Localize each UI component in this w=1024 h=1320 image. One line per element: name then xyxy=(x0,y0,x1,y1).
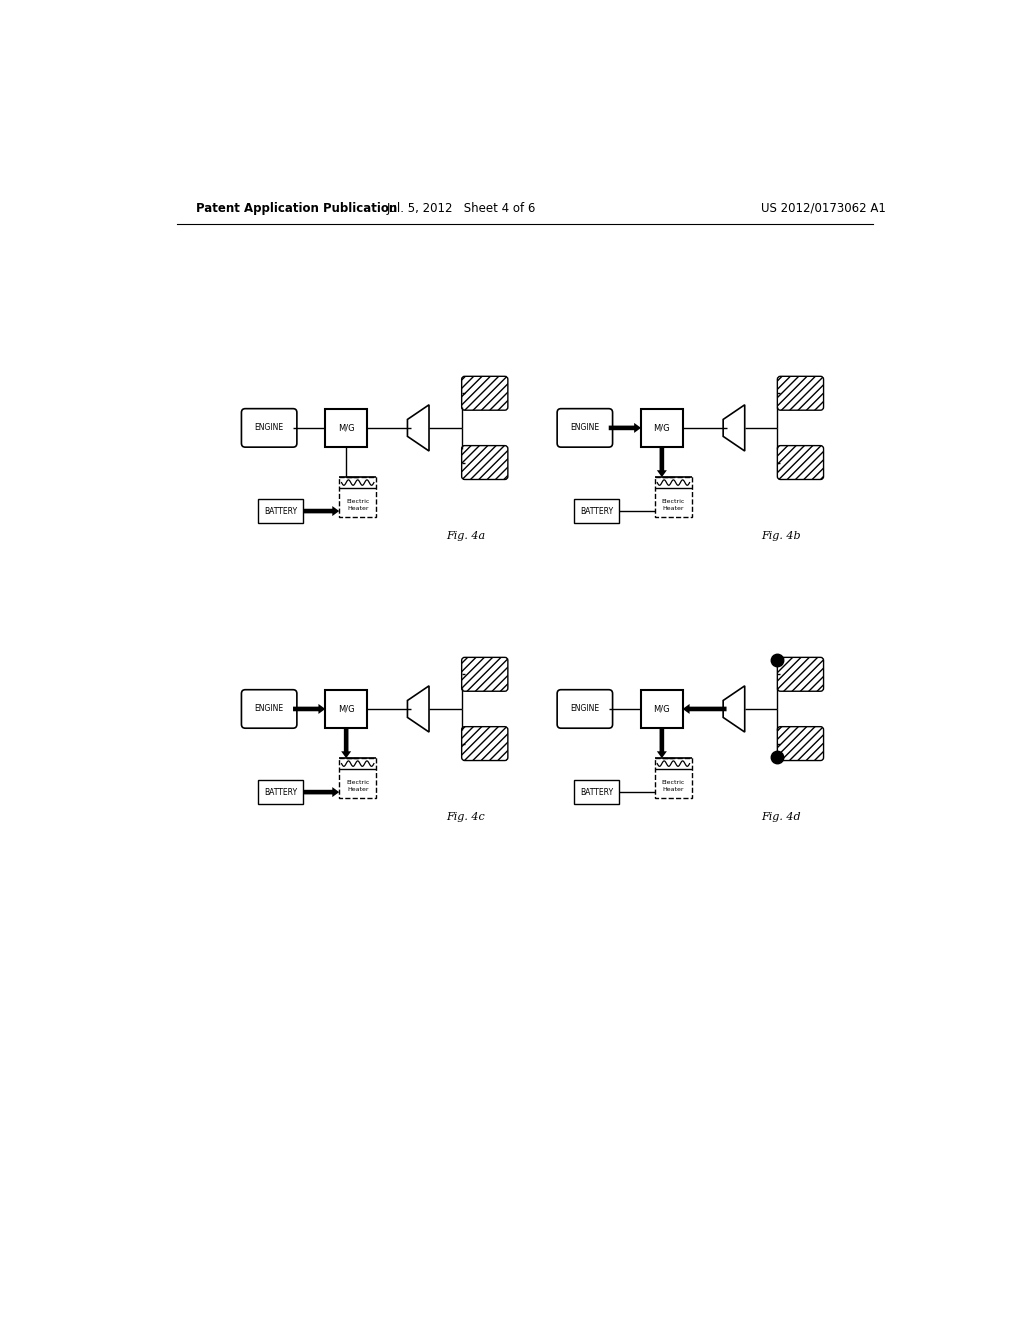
Text: ENGINE: ENGINE xyxy=(570,424,599,433)
FancyBboxPatch shape xyxy=(777,657,823,692)
FancyBboxPatch shape xyxy=(462,657,508,692)
Polygon shape xyxy=(723,686,744,733)
FancyBboxPatch shape xyxy=(462,446,508,479)
Bar xyxy=(258,780,303,804)
FancyBboxPatch shape xyxy=(557,409,612,447)
Text: Fig. 4b: Fig. 4b xyxy=(762,531,801,541)
Text: Fig. 4d: Fig. 4d xyxy=(762,812,801,822)
Text: Patent Application Publication: Patent Application Publication xyxy=(196,202,397,215)
FancyBboxPatch shape xyxy=(777,726,823,760)
Text: M/G: M/G xyxy=(653,424,670,433)
Text: ENGINE: ENGINE xyxy=(255,705,284,713)
FancyArrow shape xyxy=(608,422,641,433)
FancyArrow shape xyxy=(683,704,727,714)
FancyArrow shape xyxy=(303,506,339,516)
Text: Electric
Heater: Electric Heater xyxy=(662,780,685,792)
FancyBboxPatch shape xyxy=(777,446,823,479)
FancyArrow shape xyxy=(656,729,667,758)
Text: M/G: M/G xyxy=(653,705,670,713)
FancyBboxPatch shape xyxy=(242,689,297,729)
FancyBboxPatch shape xyxy=(242,409,297,447)
Bar xyxy=(574,780,618,804)
Text: BATTERY: BATTERY xyxy=(264,507,297,516)
Bar xyxy=(325,409,368,447)
Text: Electric
Heater: Electric Heater xyxy=(662,499,685,511)
Bar xyxy=(641,689,683,729)
Bar xyxy=(325,689,368,729)
Bar xyxy=(258,499,303,523)
Bar xyxy=(574,499,618,523)
Text: BATTERY: BATTERY xyxy=(264,788,297,796)
Text: M/G: M/G xyxy=(338,424,354,433)
FancyBboxPatch shape xyxy=(462,726,508,760)
Bar xyxy=(655,478,692,517)
FancyArrow shape xyxy=(303,787,339,797)
Text: ENGINE: ENGINE xyxy=(255,424,284,433)
Text: Electric
Heater: Electric Heater xyxy=(346,499,370,511)
Text: BATTERY: BATTERY xyxy=(580,788,613,796)
Text: ENGINE: ENGINE xyxy=(570,705,599,713)
Text: Electric
Heater: Electric Heater xyxy=(346,780,370,792)
FancyArrow shape xyxy=(293,704,326,714)
FancyBboxPatch shape xyxy=(557,689,612,729)
Polygon shape xyxy=(408,686,429,733)
Text: BATTERY: BATTERY xyxy=(580,507,613,516)
Text: Jul. 5, 2012   Sheet 4 of 6: Jul. 5, 2012 Sheet 4 of 6 xyxy=(387,202,537,215)
FancyArrow shape xyxy=(656,447,667,478)
FancyArrow shape xyxy=(341,729,351,758)
Bar xyxy=(339,478,376,517)
Text: M/G: M/G xyxy=(338,705,354,713)
Polygon shape xyxy=(723,405,744,451)
FancyBboxPatch shape xyxy=(777,376,823,411)
Text: Fig. 4a: Fig. 4a xyxy=(445,531,485,541)
Bar xyxy=(641,409,683,447)
Text: US 2012/0173062 A1: US 2012/0173062 A1 xyxy=(761,202,886,215)
Polygon shape xyxy=(408,405,429,451)
Bar xyxy=(655,758,692,799)
FancyBboxPatch shape xyxy=(462,376,508,411)
Bar xyxy=(339,758,376,799)
Text: Fig. 4c: Fig. 4c xyxy=(446,812,485,822)
